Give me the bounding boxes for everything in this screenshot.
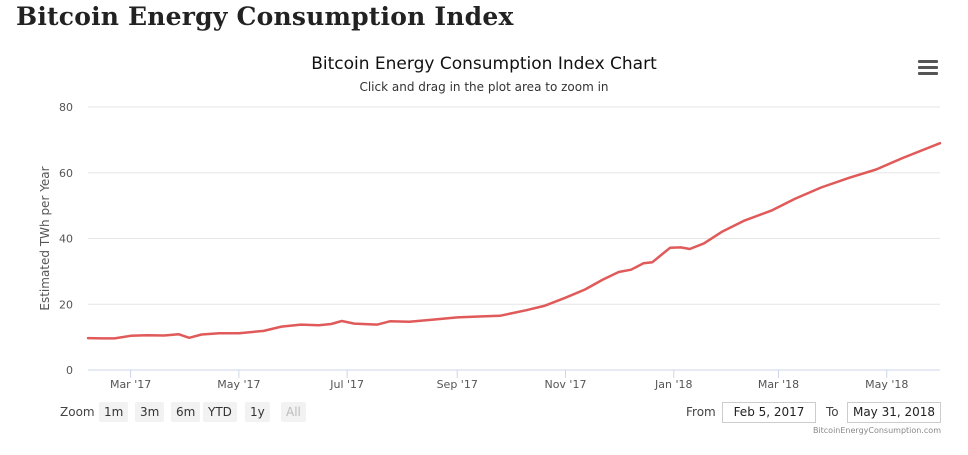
to-label: To bbox=[826, 405, 839, 419]
zoom-1m-button[interactable]: 1m bbox=[99, 402, 129, 422]
y-tick-label: 80 bbox=[59, 101, 73, 114]
zoom-6m-button[interactable]: 6m bbox=[171, 402, 201, 422]
x-tick-label: Mar '18 bbox=[758, 378, 799, 391]
chart-subtitle: Click and drag in the plot area to zoom … bbox=[359, 80, 609, 94]
hamburger-menu-icon[interactable] bbox=[918, 60, 938, 76]
to-date-input[interactable]: May 31, 2018 bbox=[847, 402, 941, 423]
x-tick-label: Sep '17 bbox=[437, 378, 478, 391]
series-line bbox=[86, 141, 942, 340]
y-tick-label: 60 bbox=[59, 167, 73, 180]
zoom-ytd-button[interactable]: YTD bbox=[203, 402, 237, 422]
y-tick-label: 20 bbox=[59, 298, 73, 311]
from-date-input[interactable]: Feb 5, 2017 bbox=[722, 402, 816, 423]
y-tick-label: 40 bbox=[59, 233, 73, 246]
y-tick-label: 0 bbox=[66, 364, 73, 377]
zoom-3m-button[interactable]: 3m bbox=[135, 402, 165, 422]
y-axis-title: Estimated TWh per Year bbox=[38, 166, 52, 310]
zoom-1y-button[interactable]: 1y bbox=[245, 402, 270, 422]
zoom-all-button[interactable]: All bbox=[281, 402, 306, 422]
x-tick-label: May '18 bbox=[865, 378, 908, 391]
page-title: Bitcoin Energy Consumption Index bbox=[16, 2, 514, 31]
zoom-label: Zoom bbox=[60, 405, 95, 419]
x-tick-label: Mar '17 bbox=[110, 378, 151, 391]
chart-title: Bitcoin Energy Consumption Index Chart bbox=[311, 54, 657, 74]
credit-link[interactable]: BitcoinEnergyConsumption.com bbox=[812, 426, 941, 435]
line-chart[interactable]: 0 20 40 60 80 Mar '17 May '17 Jul '17 Sep '17 Nov… bbox=[0, 0, 968, 400]
x-tick-label: Nov '17 bbox=[544, 378, 586, 391]
x-tick-label: Jul '17 bbox=[329, 378, 364, 391]
from-label: From bbox=[686, 405, 716, 419]
x-tick-label: Jan '18 bbox=[654, 378, 692, 391]
x-tick-label: May '17 bbox=[217, 378, 260, 391]
